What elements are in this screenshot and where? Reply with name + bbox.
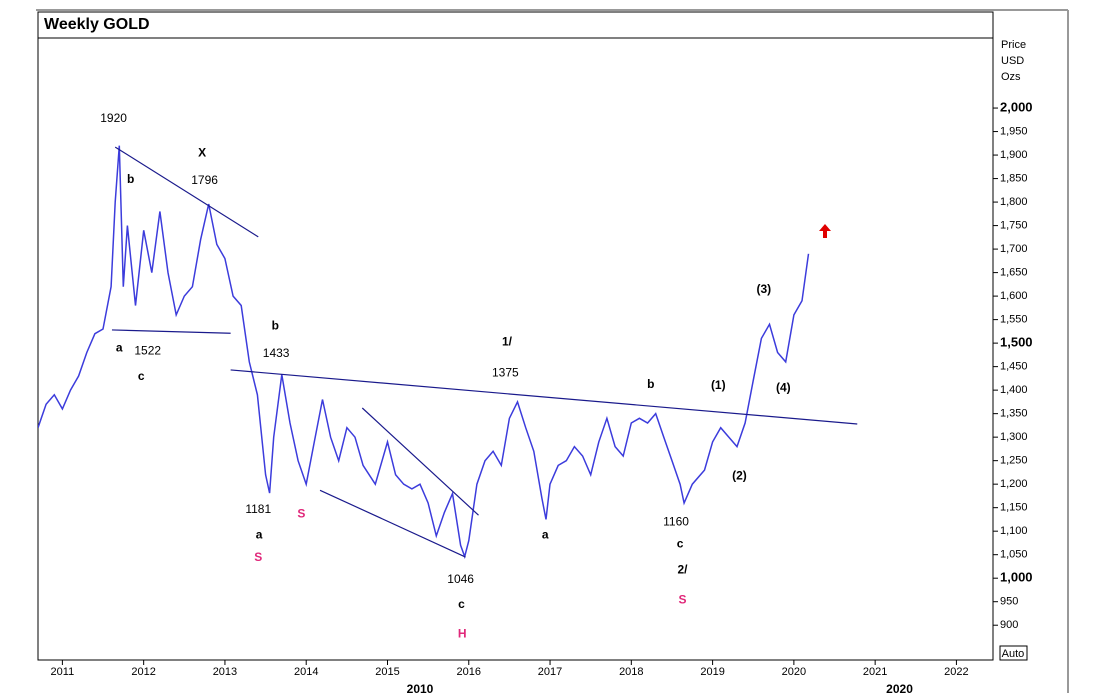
y-tick-label: 1,350 (1000, 408, 1028, 420)
chart-title: Weekly GOLD (44, 16, 150, 33)
y-tick-label: 1,150 (1000, 502, 1028, 514)
wave-label: H (458, 626, 467, 640)
y-tick-label: 1,250 (1000, 455, 1028, 467)
y-tick-label: 900 (1000, 619, 1018, 631)
wave-label: 1433 (263, 346, 290, 360)
x-tick-label: 2015 (375, 666, 399, 678)
x-tick-label: 2014 (294, 666, 318, 678)
x-tick-label: 2016 (457, 666, 481, 678)
wave-label: c (458, 597, 465, 611)
wave-label: 1920 (100, 111, 127, 125)
decade-label: 2020 (886, 682, 913, 693)
x-tick-label: 2021 (863, 666, 887, 678)
y-label: Ozs (1001, 71, 1021, 83)
trend-line (361, 407, 479, 516)
wave-label: S (254, 550, 262, 564)
wave-label: (1) (711, 378, 726, 392)
plot-frame (37, 11, 994, 661)
trend-line (319, 489, 466, 558)
wave-label: 1375 (492, 365, 519, 379)
x-tick-label: 2011 (51, 666, 75, 678)
y-tick-label: 1,300 (1000, 431, 1028, 443)
wave-label: S (679, 592, 687, 606)
y-label: Price (1001, 39, 1026, 51)
x-tick-label: 2018 (619, 666, 643, 678)
y-tick-label: 1,400 (1000, 384, 1028, 396)
wave-label: 1181 (245, 502, 271, 516)
price-line (38, 145, 810, 560)
x-tick-label: 2017 (538, 666, 562, 678)
trend-line (111, 329, 231, 334)
x-tick-label: 2013 (213, 666, 237, 678)
wave-label: 1160 (663, 514, 689, 528)
y-tick-label: 1,700 (1000, 243, 1028, 255)
x-tick-label: 2019 (700, 666, 724, 678)
y-tick-label: 1,750 (1000, 219, 1028, 231)
wave-label: S (297, 506, 305, 520)
y-tick-label: 1,500 (1000, 335, 1033, 350)
wave-label: c (138, 369, 145, 383)
wave-label: (2) (732, 468, 747, 482)
trend-line (230, 369, 858, 425)
y-tick-label: 1,100 (1000, 525, 1028, 537)
x-tick-label: 2022 (944, 666, 968, 678)
wave-label: b (647, 377, 654, 391)
wave-label: 1522 (134, 343, 161, 357)
wave-label: b (272, 318, 279, 332)
up-arrow (819, 224, 831, 238)
x-tick-label: 2020 (782, 666, 806, 678)
y-tick-label: 1,600 (1000, 290, 1028, 302)
trend-line (114, 146, 259, 238)
y-tick-label: 1,850 (1000, 172, 1028, 184)
y-tick-label: 1,550 (1000, 314, 1028, 326)
y-tick-label: 1,000 (1000, 570, 1033, 585)
plot-area (38, 145, 858, 560)
wave-label: X (198, 145, 206, 159)
wave-label: a (256, 528, 263, 542)
wave-label: a (542, 528, 549, 542)
y-tick-label: 1,050 (1000, 549, 1028, 561)
wave-label: 1046 (447, 572, 474, 586)
wave-label: (4) (776, 380, 791, 394)
x-tick-label: 2012 (131, 666, 155, 678)
y-tick-label: 1,450 (1000, 361, 1028, 373)
wave-label: (3) (756, 282, 771, 296)
wave-label: b (127, 172, 134, 186)
y-tick-label: 1,950 (1000, 125, 1028, 137)
y-tick-label: 1,650 (1000, 267, 1028, 279)
y-label: USD (1001, 55, 1024, 67)
wave-label: c (677, 537, 684, 551)
y-tick-label: 1,200 (1000, 478, 1028, 490)
decade-label: 2010 (407, 682, 434, 693)
wave-label: 2/ (678, 562, 689, 576)
wave-label: 1/ (502, 334, 513, 348)
y-tick-label: 2,000 (1000, 99, 1033, 114)
wave-label: a (116, 340, 123, 354)
auto-button[interactable] (999, 645, 1028, 661)
y-tick-label: 1,900 (1000, 149, 1028, 161)
y-tick-label: 1,800 (1000, 196, 1028, 208)
y-tick-label: 950 (1000, 596, 1018, 608)
auto-button-label[interactable]: Auto (1002, 648, 1025, 660)
wave-label: 1796 (191, 173, 218, 187)
